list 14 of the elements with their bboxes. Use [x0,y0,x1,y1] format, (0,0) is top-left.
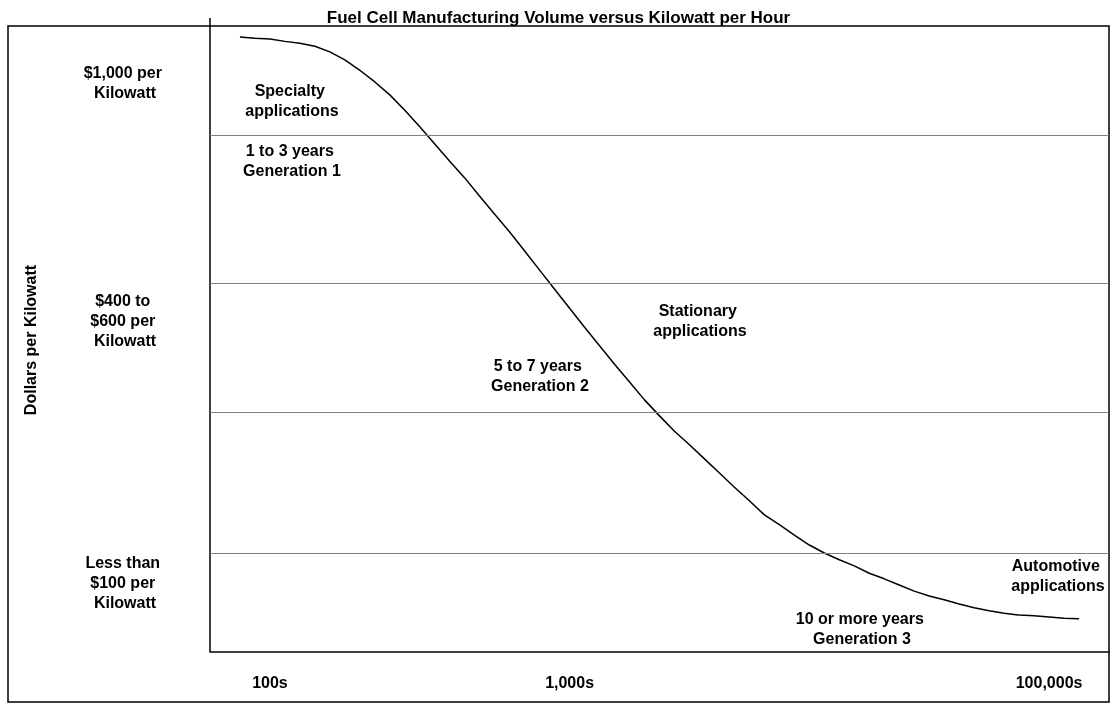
annotation: 10 or more years Generation 3 [795,609,929,647]
annotation: 1 to 3 years Generation 1 [243,141,341,179]
text: Dollars per Kilowatt [21,264,39,416]
text: $1,000 per Kilowatt [83,63,167,101]
chart-title: Fuel Cell Manufacturing Volume versus Kilowatt per Hour [326,8,791,27]
text: $400 to $600 per Kilowatt [90,291,160,349]
annotation: Stationary applications [653,301,747,339]
annotation: Automotive applications [1011,556,1105,594]
annotation: 5 to 7 years Generation 2 [491,356,589,394]
x-tick-label: 100,000s [1015,673,1083,691]
text: Less than $100 per Kilowatt [85,553,165,611]
x-tick-label: 100s [252,673,288,691]
x-tick-label: 1,000s [545,673,595,691]
annotation: Specialty applications [245,81,339,119]
